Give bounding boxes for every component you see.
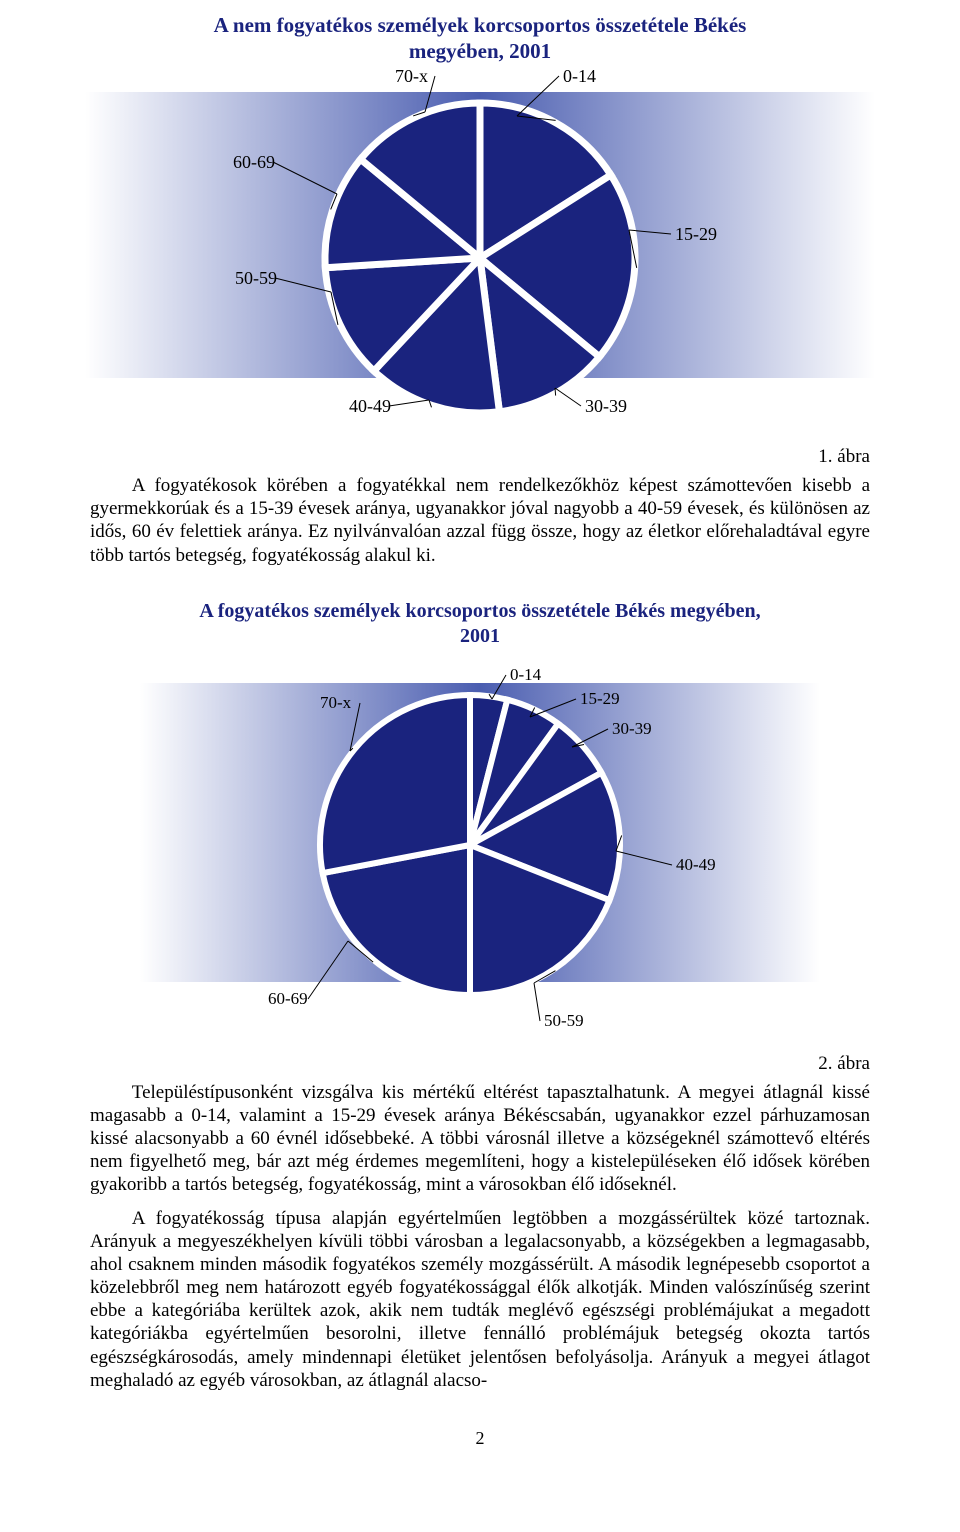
slice-label: 0-14	[510, 665, 541, 685]
page-number: 2	[0, 1428, 960, 1449]
leader-line	[273, 162, 337, 194]
slice-label: 60-69	[268, 989, 308, 1009]
slice-label: 0-14	[563, 66, 596, 87]
chart1-container: A nem fogyatékos személyek korcsoportos …	[85, 8, 875, 428]
slice-label: 50-59	[544, 1011, 584, 1031]
paragraph-3: A fogyatékosság típusa alapján egyértelm…	[90, 1207, 870, 1392]
leader-line	[616, 851, 672, 865]
body-text-1: A fogyatékosok körében a fogyatékkal nem…	[0, 474, 960, 567]
pie-slice	[320, 695, 470, 873]
slice-label: 30-39	[612, 719, 652, 739]
body-text-2: Településtípusonként vizsgálva kis mérté…	[0, 1081, 960, 1392]
slice-label: 70-x	[395, 66, 428, 87]
leader-line	[555, 388, 581, 406]
figure-2-caption: 2. ábra	[0, 1053, 870, 1075]
slice-label: 40-49	[676, 855, 716, 875]
leader-line	[275, 278, 331, 292]
slice-label: 40-49	[349, 396, 391, 417]
leader-line	[534, 983, 540, 1021]
figure-1-caption: 1. ábra	[0, 446, 870, 468]
slice-label: 60-69	[233, 152, 275, 173]
chart-title: A fogyatékos személyek korcsoportos össz…	[140, 595, 820, 649]
slice-label: 15-29	[675, 224, 717, 245]
leader-line	[517, 76, 559, 116]
leader-line	[308, 941, 348, 999]
slice-label: 70-x	[320, 693, 351, 713]
chart-title: A nem fogyatékos személyek korcsoportos …	[85, 8, 875, 65]
slice-label: 15-29	[580, 689, 620, 709]
leader-line	[555, 388, 556, 396]
slice-label: 30-39	[585, 396, 627, 417]
paragraph-2: Településtípusonként vizsgálva kis mérté…	[90, 1081, 870, 1197]
paragraph-1: A fogyatékosok körében a fogyatékkal nem…	[90, 474, 870, 567]
slice-label: 50-59	[235, 268, 277, 289]
chart2-container: A fogyatékos személyek korcsoportos össz…	[140, 595, 820, 1035]
